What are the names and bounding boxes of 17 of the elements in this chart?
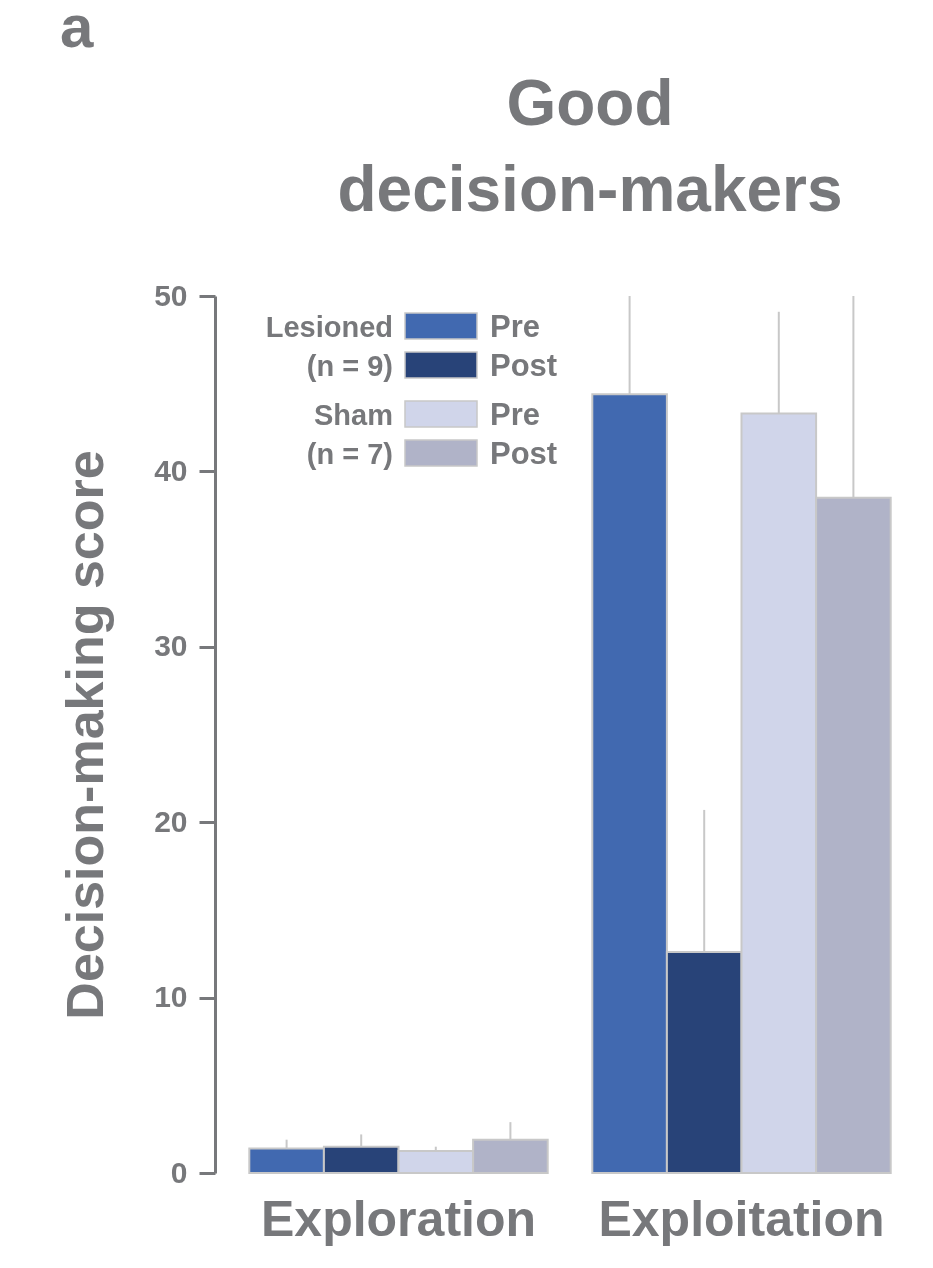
annotation: Lesioned (n = 9) xyxy=(265,311,393,382)
legend-label: Post xyxy=(490,348,558,383)
chart-title: Good decision-makers xyxy=(337,67,843,225)
x-tick-label: Exploration xyxy=(260,1190,537,1247)
y-tick-label: 30 xyxy=(154,629,188,663)
text: a xyxy=(60,0,94,60)
y-tick-label: 0 xyxy=(170,1155,188,1189)
legend-label: Pre xyxy=(490,397,540,432)
y-axis-title: Decision-making score xyxy=(56,450,115,1020)
x-tick-label: Exploitation xyxy=(598,1190,885,1247)
y-tick-label: 20 xyxy=(154,804,188,838)
legend-label: Pre xyxy=(490,309,540,344)
y-tick-label: 40 xyxy=(154,453,188,487)
y-tick-label: 10 xyxy=(154,980,188,1014)
y-tick-label: 50 xyxy=(154,278,188,312)
legend-label: Post xyxy=(490,436,558,471)
annotation: Sham (n = 7) xyxy=(306,399,393,470)
